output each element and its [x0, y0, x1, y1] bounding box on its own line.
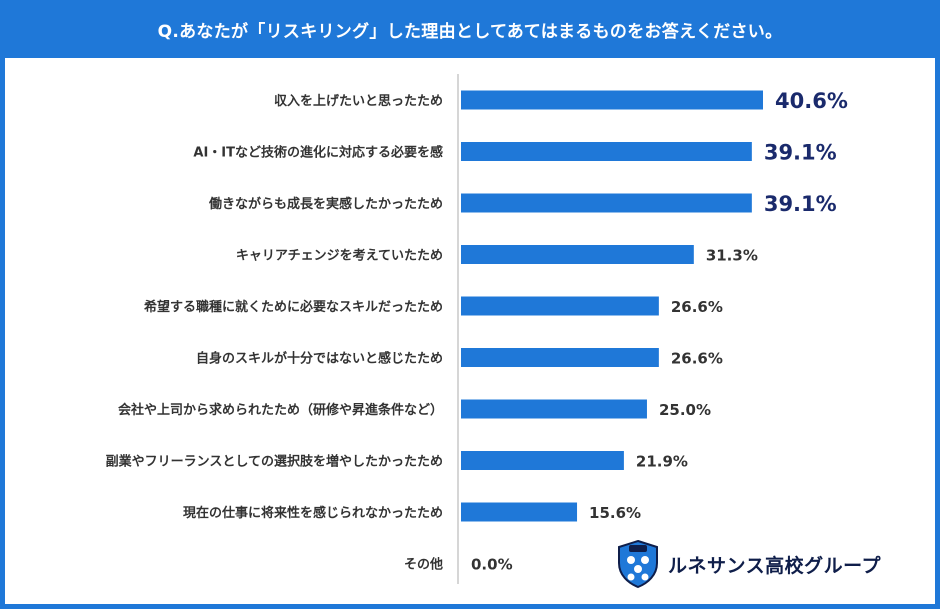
category-label: 収入を上げたいと思ったため — [274, 93, 443, 109]
bar — [461, 296, 659, 316]
value-label: 15.6% — [589, 504, 641, 522]
category-label: 自身のスキルが十分ではないと感じたため — [196, 351, 443, 367]
brand-logo-text: ルネサンス高校グループ — [668, 554, 881, 577]
value-label: 39.1% — [764, 141, 837, 165]
bar — [461, 142, 752, 161]
value-labels: 40.6% 39.1% 39.1% 31.3% 26.6% 26.6% 25.0% 21.9%… — [471, 89, 848, 574]
bar — [461, 399, 647, 419]
category-label: 会社や上司から求められたため（研修や昇進条件など） — [118, 402, 443, 418]
bar — [461, 245, 694, 264]
category-labels: 収入を上げたいと思ったため AI・ITなど技術の進化に対応する必要を感働きながらも… — [106, 93, 443, 573]
category-label: 現在の仕事に将来性を感じられなかったため — [183, 505, 443, 521]
category-label: 副業やフリーランスとしての選択肢を増やしたかったため — [106, 454, 443, 470]
chart-title: Q.あなたが「リスキリング」した理由としてあてはまるものをお答えください。 — [0, 0, 940, 58]
value-label: 26.6% — [671, 350, 723, 368]
category-label: 働きながらも成長を実感したかったため — [208, 196, 443, 212]
shield-crest-icon — [618, 539, 658, 589]
category-label: 希望する職種に就くために必要なスキルだったため — [144, 299, 443, 315]
bar — [461, 451, 624, 470]
brand-logo: ルネサンス高校グループ — [616, 538, 881, 590]
bar — [461, 90, 763, 110]
value-label: 40.6% — [775, 89, 848, 113]
category-label: キャリアチェンジを考えていたため — [236, 248, 443, 264]
value-label: 26.6% — [671, 298, 723, 316]
category-label: AI・ITなど技術の進化に対応する必要を感 — [193, 145, 443, 161]
value-label: 25.0% — [659, 401, 711, 419]
category-label: その他 — [404, 557, 443, 573]
bars — [461, 90, 763, 522]
chart-title-text: Q.あなたが「リスキリング」した理由としてあてはまるものをお答えください。 — [157, 21, 783, 42]
bar — [461, 502, 578, 522]
bar — [461, 348, 659, 367]
value-label: 39.1% — [764, 192, 837, 216]
value-label: 0.0% — [471, 556, 513, 574]
value-label: 31.3% — [706, 247, 758, 265]
value-label: 21.9% — [636, 453, 688, 471]
bar — [461, 193, 752, 213]
